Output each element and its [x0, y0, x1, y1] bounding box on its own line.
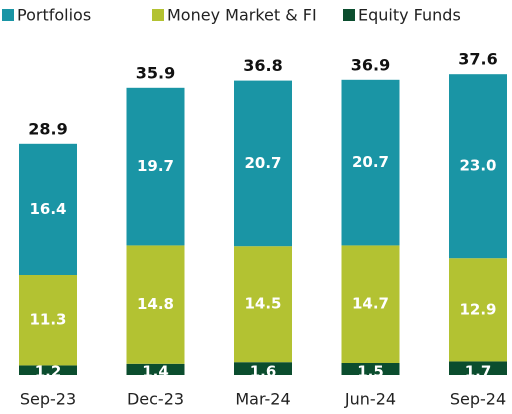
x-tick-label: Mar-24 — [235, 390, 290, 409]
legend-swatch — [343, 9, 355, 21]
segment-label: 19.7 — [137, 157, 174, 175]
segment-label: 14.5 — [244, 295, 281, 313]
segment-label: 1.7 — [465, 363, 492, 381]
bar-segment — [234, 80, 292, 247]
x-tick-label: Sep-23 — [20, 390, 76, 409]
segment-label: 11.3 — [29, 311, 66, 329]
bar-segment — [449, 258, 507, 362]
bar-segment — [126, 363, 185, 375]
segment-label: 1.5 — [357, 363, 384, 381]
bar-segment — [19, 143, 77, 275]
bar-segment — [341, 79, 400, 246]
x-tick-label: Jun-24 — [344, 390, 396, 409]
bar-segment — [234, 246, 292, 363]
bar-segment — [234, 362, 292, 375]
total-label: 35.9 — [136, 63, 175, 82]
bar-segment — [449, 361, 507, 375]
total-label: 37.6 — [458, 50, 497, 69]
legend-label: Money Market & FI — [167, 6, 317, 25]
segment-label: 14.8 — [137, 295, 174, 313]
segment-label: 16.4 — [29, 200, 66, 218]
bar-segment — [126, 87, 185, 246]
legend-label: Portfolios — [17, 6, 91, 25]
x-tick-label: Sep-24 — [450, 390, 506, 409]
segment-label: 20.7 — [352, 153, 389, 171]
legend-label: Equity Funds — [358, 6, 461, 25]
bar-segment — [449, 74, 507, 259]
total-label: 36.9 — [351, 55, 390, 74]
segment-label: 1.4 — [142, 363, 169, 381]
segment-label: 23.0 — [459, 157, 496, 175]
segment-label: 20.7 — [244, 154, 281, 172]
legend-swatch — [2, 9, 14, 21]
segment-label: 1.2 — [35, 363, 62, 381]
total-label: 28.9 — [28, 119, 67, 138]
segment-label: 14.7 — [352, 295, 389, 313]
bar-segment — [19, 365, 77, 375]
bar-segment — [126, 245, 185, 364]
segment-label: 1.6 — [250, 363, 277, 381]
bar-segment — [19, 275, 77, 366]
total-label: 36.8 — [243, 56, 282, 75]
x-tick-label: Dec-23 — [127, 390, 184, 409]
bar-segment — [341, 363, 400, 375]
legend-swatch — [152, 9, 164, 21]
bar-segment — [341, 245, 400, 363]
segment-label: 12.9 — [459, 300, 496, 318]
